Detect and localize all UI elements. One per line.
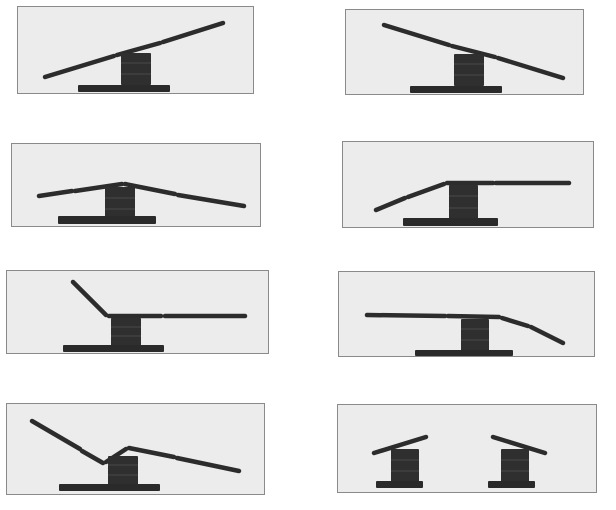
panel-legs-section-lowered	[338, 271, 595, 357]
table-legs-down-icon	[343, 142, 594, 228]
table-column-tilt-icon	[338, 405, 597, 493]
panel-back-raised	[6, 270, 269, 354]
table-tilt-icon	[18, 7, 254, 94]
panel-legs-lowered	[342, 141, 594, 228]
panel-beach-chair	[6, 403, 265, 495]
panel-reverse-trendelenburg	[17, 6, 254, 94]
table-legs-down-icon	[339, 272, 595, 357]
table-tilt-icon	[346, 10, 584, 95]
panel-trendelenburg	[345, 9, 584, 95]
table-flex-icon	[12, 144, 261, 227]
panel-column-tilt	[337, 404, 597, 493]
table-back-up-icon	[7, 271, 269, 354]
panel-flex	[11, 143, 261, 227]
table-beach-chair-icon	[7, 404, 265, 495]
right-column-unit	[488, 437, 545, 488]
left-column-unit	[374, 437, 426, 488]
